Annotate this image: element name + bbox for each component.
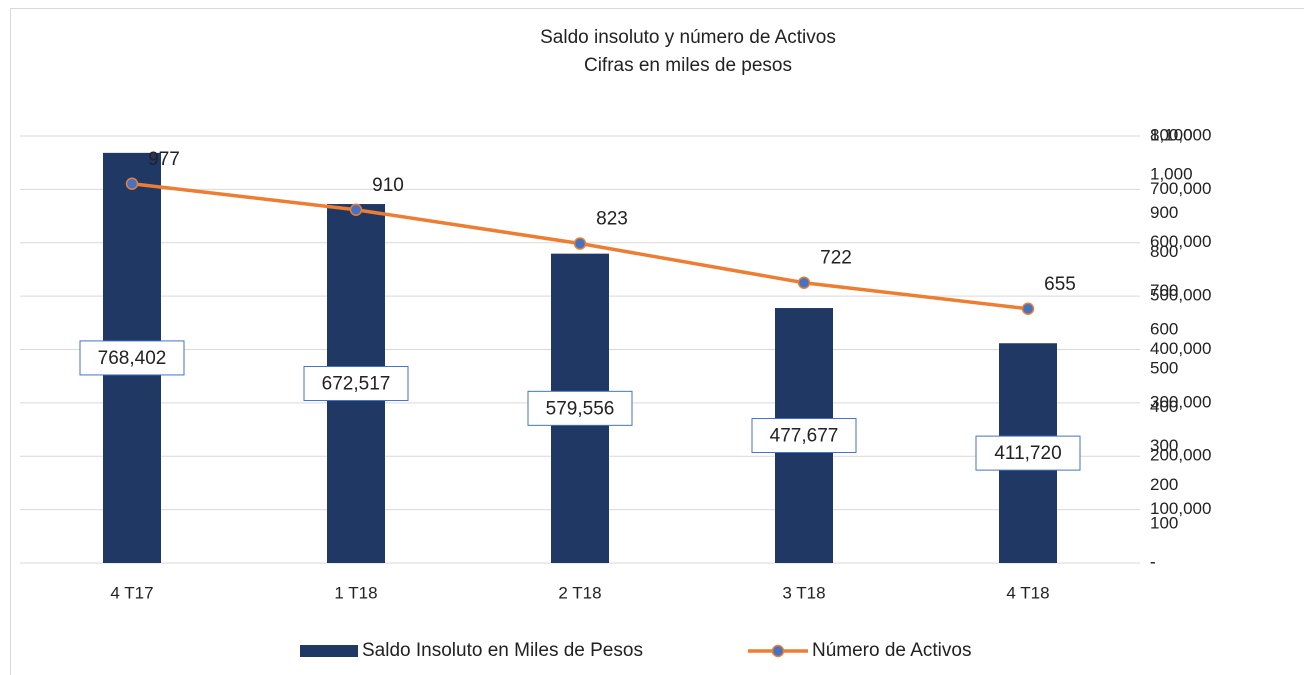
value-label: 655	[1044, 274, 1076, 295]
y2-tick-label: 1,000	[1150, 164, 1193, 183]
y2-tick-label: 300	[1150, 436, 1178, 455]
value-label-box	[303, 366, 409, 402]
y2-tick-label: -	[1150, 552, 1156, 571]
value-label: 672,517	[322, 374, 391, 395]
y-tick-label: 800,000	[1150, 125, 1211, 144]
marker	[1021, 302, 1035, 315]
chart-title: Saldo insoluto y número de Activos	[540, 27, 836, 48]
marker	[573, 237, 587, 250]
y2-tick-label: 600	[1150, 320, 1178, 339]
y2-tick-label: 700	[1150, 281, 1178, 300]
value-label: 977	[148, 149, 180, 170]
marker	[349, 203, 363, 217]
value-label: 910	[372, 175, 404, 196]
value-label-box	[751, 418, 857, 454]
marker	[125, 177, 139, 190]
value-label: 477,677	[770, 426, 839, 447]
chart-frame	[10, 8, 1304, 675]
value-label: 722	[820, 248, 852, 269]
y2-tick-label: 1,100	[1150, 125, 1193, 144]
value-label-box	[79, 340, 185, 376]
value-label-box	[975, 435, 1081, 471]
x-tick-label: 2 T18	[558, 583, 601, 602]
value-label: 411,720	[994, 443, 1061, 464]
x-tick-label: 4 T17	[110, 583, 153, 602]
value-label: 579,556	[546, 398, 615, 419]
y2-tick-label: 800	[1150, 242, 1178, 261]
value-label: 768,402	[98, 348, 167, 369]
y2-tick-label: 400	[1150, 397, 1178, 416]
y2-tick-label: 200	[1150, 475, 1178, 494]
x-tick-label: 3 T18	[782, 583, 825, 602]
y-tick-label: 100,000	[1150, 499, 1211, 518]
marker	[797, 276, 811, 289]
y2-tick-label: 500	[1150, 358, 1178, 377]
chart-subtitle: Cifras en miles de pesos	[584, 55, 792, 76]
legend-label: Número de Activos	[812, 640, 971, 661]
y2-tick-label: 100	[1150, 514, 1178, 533]
legend-label: Saldo Insoluto en Miles de Pesos	[362, 640, 643, 661]
x-tick-label: 4 T18	[1006, 583, 1049, 602]
legend-swatch	[300, 645, 358, 657]
x-tick-label: 1 T18	[334, 583, 377, 602]
y-tick-label: -	[1150, 552, 1156, 571]
value-label: 823	[596, 209, 628, 230]
y2-tick-label: 900	[1150, 203, 1178, 222]
y-tick-label: 600,000	[1150, 232, 1211, 251]
y-tick-label: 300,000	[1150, 392, 1211, 411]
y-tick-label: 500,000	[1150, 286, 1211, 305]
value-label-box	[527, 390, 633, 426]
y-tick-label: 700,000	[1150, 179, 1211, 198]
legend-marker	[771, 644, 785, 658]
y-tick-label: 200,000	[1150, 446, 1211, 465]
y-tick-label: 400,000	[1150, 339, 1211, 358]
